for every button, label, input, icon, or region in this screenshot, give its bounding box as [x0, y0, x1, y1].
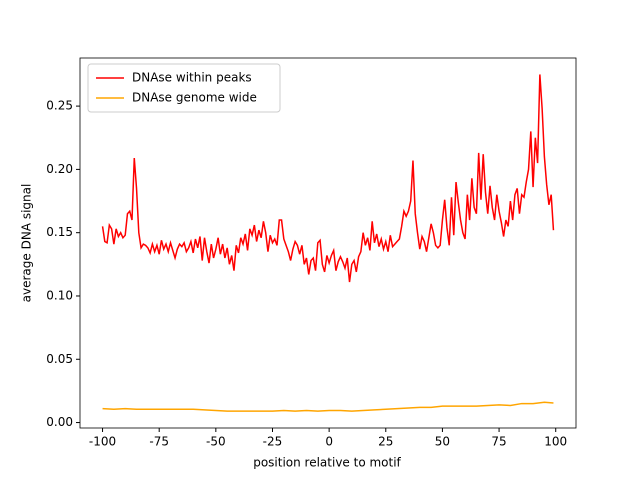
y-tick-label: 0.00 — [46, 415, 73, 429]
x-tick-label: 50 — [435, 435, 450, 449]
series-line — [102, 401, 554, 412]
x-tick-label: 75 — [491, 435, 506, 449]
y-tick-label: 0.05 — [46, 352, 73, 366]
series-line — [101, 74, 555, 283]
y-axis-label: average DNA signal — [20, 184, 34, 303]
x-tick-label: -50 — [206, 435, 226, 449]
x-axis-label: position relative to motif — [253, 456, 401, 470]
y-tick-label: 0.10 — [46, 288, 73, 302]
x-tick-label: 25 — [378, 435, 393, 449]
legend-box — [87, 63, 281, 113]
y-tick-label: 0.15 — [46, 225, 73, 239]
x-tick-label: 0 — [325, 435, 333, 449]
plot-frame — [79, 57, 577, 429]
legend-label: DNAse within peaks — [132, 71, 252, 85]
x-tick-label: -25 — [263, 435, 283, 449]
y-tick-label: 0.20 — [46, 162, 73, 176]
x-tick-label: -75 — [149, 435, 169, 449]
legend-label: DNAse genome wide — [132, 91, 257, 105]
x-tick-label: 100 — [544, 435, 567, 449]
y-tick-label: 0.25 — [46, 99, 73, 113]
x-tick-label: -100 — [89, 435, 116, 449]
